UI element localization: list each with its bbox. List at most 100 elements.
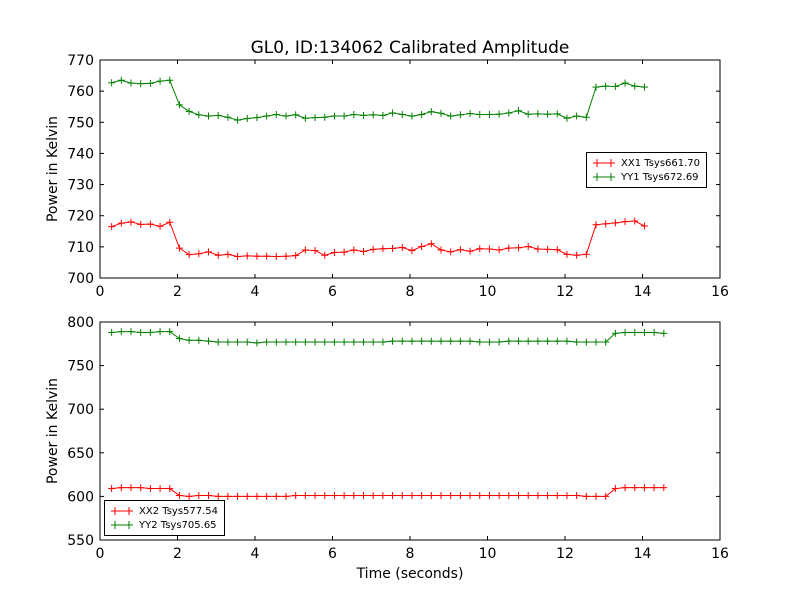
- data-point: [292, 338, 300, 346]
- data-point: [321, 338, 329, 346]
- y-tick-label: 800: [67, 315, 94, 331]
- x-tick-label: 0: [96, 546, 105, 562]
- data-point: [611, 485, 619, 493]
- legend-label-yy1: YY1 Tsys672.69: [621, 171, 699, 183]
- data-point: [360, 338, 367, 346]
- data-point: [214, 251, 222, 259]
- y-tick-label: 770: [67, 53, 94, 69]
- data-point: [224, 492, 232, 500]
- series-line-0: [111, 487, 664, 497]
- chart-ylabel-bottom: Power in Kelvin: [45, 378, 61, 484]
- data-point: [321, 492, 329, 500]
- data-point: [563, 492, 571, 500]
- data-point: [408, 337, 416, 345]
- data-point: [544, 245, 552, 253]
- data-point: [447, 248, 455, 256]
- y-tick-label: 700: [67, 402, 94, 418]
- x-tick-label: 8: [406, 546, 415, 562]
- y-tick-label: 750: [67, 115, 94, 131]
- legend-item: XX1 Tsys661.70: [593, 156, 700, 170]
- data-point: [185, 107, 193, 115]
- data-point: [660, 484, 668, 492]
- data-point: [408, 492, 416, 500]
- y-tick-label: 710: [67, 240, 94, 256]
- data-point: [301, 246, 309, 254]
- data-point: [253, 492, 261, 500]
- data-point: [127, 328, 135, 336]
- data-point: [379, 111, 387, 119]
- data-point: [117, 76, 125, 84]
- data-point: [437, 246, 445, 254]
- data-point: [175, 244, 183, 252]
- data-point: [418, 243, 426, 251]
- data-point: [505, 244, 513, 252]
- x-tick-label: 6: [328, 284, 337, 300]
- data-point: [476, 111, 484, 118]
- data-point: [272, 492, 280, 500]
- data-point: [485, 245, 493, 253]
- data-point: [640, 83, 648, 91]
- data-point: [156, 77, 164, 85]
- data-point: [582, 250, 590, 258]
- data-point: [592, 83, 600, 91]
- data-point: [466, 337, 474, 345]
- data-point: [282, 112, 290, 120]
- data-point: [253, 114, 261, 122]
- data-point: [437, 492, 445, 500]
- legend-item: YY2 Tsys705.65: [111, 518, 218, 532]
- data-point: [369, 338, 377, 346]
- data-point: [175, 335, 183, 343]
- data-point: [553, 110, 561, 118]
- data-point: [234, 116, 242, 124]
- data-point: [621, 79, 629, 87]
- data-point: [350, 338, 358, 346]
- data-point: [340, 248, 348, 256]
- data-point: [360, 492, 367, 500]
- data-point: [301, 338, 309, 346]
- legend-bottom: XX2 Tsys577.54 YY2 Tsys705.65: [104, 500, 226, 536]
- data-point: [360, 248, 367, 256]
- data-point: [234, 338, 242, 346]
- data-point: [456, 492, 464, 500]
- data-point: [330, 112, 338, 120]
- data-point: [195, 336, 203, 344]
- data-point: [146, 79, 154, 87]
- data-point: [631, 82, 639, 90]
- data-point: [534, 337, 542, 345]
- legend-top: XX1 Tsys661.70 YY1 Tsys672.69: [586, 152, 708, 188]
- data-point: [234, 253, 242, 261]
- data-point: [311, 338, 319, 346]
- data-point: [272, 253, 280, 261]
- data-point: [563, 337, 571, 345]
- data-point: [389, 492, 397, 500]
- data-point: [427, 337, 435, 345]
- data-point: [282, 338, 290, 346]
- x-tick-label: 4: [251, 284, 260, 300]
- data-point: [108, 79, 116, 87]
- x-tick-label: 6: [328, 546, 337, 562]
- data-point: [214, 492, 222, 500]
- x-tick-label: 10: [479, 546, 497, 562]
- data-point: [272, 111, 280, 118]
- data-point: [127, 484, 135, 492]
- data-point: [108, 328, 116, 336]
- data-point: [563, 250, 571, 258]
- data-point: [466, 110, 474, 118]
- data-point: [253, 252, 261, 260]
- y-tick-label: 650: [67, 446, 94, 462]
- data-point: [379, 492, 387, 500]
- data-point: [146, 220, 154, 228]
- data-point: [418, 492, 426, 500]
- data-point: [427, 240, 435, 248]
- data-point: [224, 250, 232, 258]
- data-point: [418, 111, 426, 118]
- data-point: [369, 492, 377, 500]
- chart-xlabel-bottom: Time (seconds): [356, 566, 464, 582]
- data-point: [573, 112, 581, 120]
- data-point: [573, 251, 581, 259]
- data-point: [282, 492, 290, 500]
- data-point: [321, 251, 329, 259]
- data-point: [495, 492, 503, 500]
- data-point: [466, 492, 474, 500]
- data-point: [243, 252, 251, 260]
